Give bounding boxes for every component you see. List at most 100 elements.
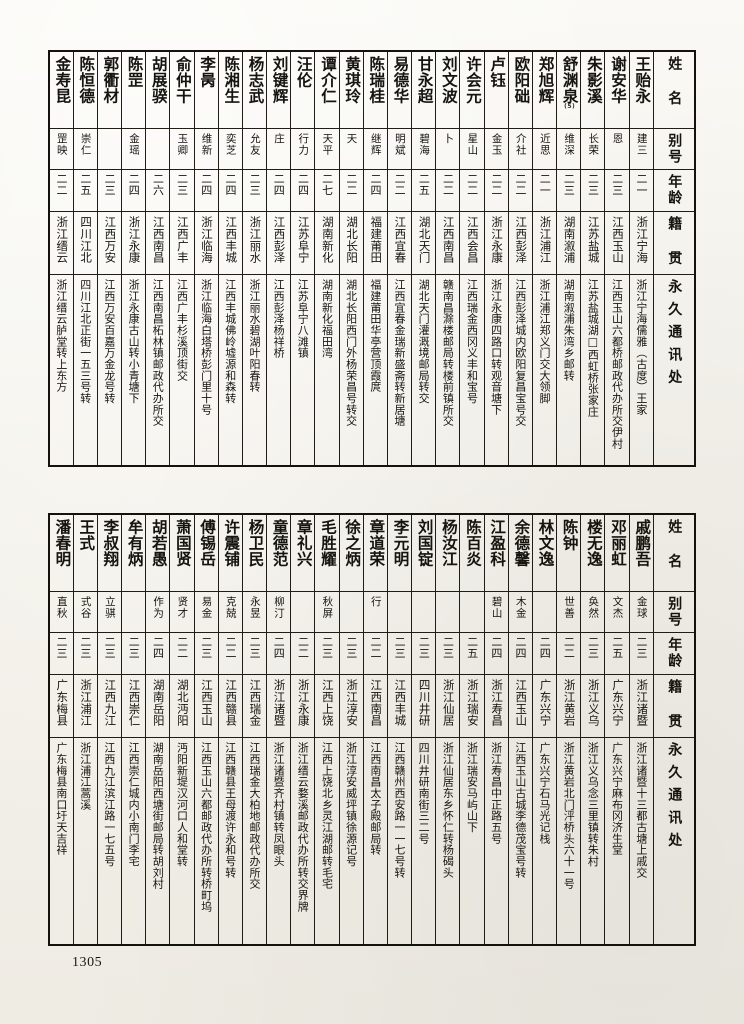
address-text: 浙江仙居东乡怀仁转杨碣头 (441, 741, 455, 878)
age-text: 二三 (78, 636, 92, 660)
cell-origin: 浙江浦江 (72, 673, 98, 738)
age-text: 二三 (199, 636, 213, 660)
name-text: 刘键辉 (270, 56, 289, 104)
cell-age: 二二 (556, 632, 582, 675)
cell-name: 傅锡岳 (193, 513, 219, 592)
cell-alias: 永昱 (241, 590, 268, 634)
cell-age: 二三 (241, 169, 268, 212)
row-alias: 直秋 式谷 立骐 作为 贤才 易金 克兢 永昱 柳汀 秋屏 行 碧山 木金 世善 奂然 文杰 金球 别号 (48, 590, 696, 634)
cell-origin: 江西南昌 (362, 673, 388, 738)
name-text: 汪伦 (294, 56, 313, 88)
cell-age: 二五 (411, 169, 437, 212)
cell-alias: 文杰 (604, 590, 630, 634)
age-text: 二三 (586, 173, 600, 197)
age-text: 二三 (417, 636, 431, 660)
alias-text: 庄 (273, 133, 286, 145)
cell-alias: 金玉 (483, 127, 509, 171)
cell-alias: 天 (338, 127, 364, 171)
age-text: 二三 (55, 636, 68, 660)
page-number: 1305 (72, 955, 103, 970)
age-text: 二二 (175, 636, 189, 660)
cell-name: 甘永超 (411, 50, 437, 129)
address-text: 浙江义乌念三里镇转朱村 (586, 741, 600, 867)
cell-alias: 奂然 (580, 590, 606, 634)
name-text: 陈湘生 (222, 56, 241, 104)
cell-origin: 浙江黄岩 (556, 673, 582, 738)
cell-origin: 江西丰城 (386, 673, 413, 738)
cell-age: 二三 (580, 169, 606, 212)
name-text: 萧国贤 (173, 519, 192, 567)
alias-text: 金玉 (490, 133, 503, 156)
cell-alias: 秋屏 (314, 590, 340, 634)
cell-name: 徐之炳 (338, 513, 364, 592)
cell-name: 胡若愚 (145, 513, 171, 592)
field-label-name: 姓 名 (653, 50, 696, 129)
origin-text: 浙江丽水 (248, 215, 263, 264)
name-text: 牟有炳 (125, 519, 144, 567)
age-text: 二四 (538, 636, 552, 660)
address-text: 江西南昌太子殿邮局转 (368, 741, 382, 856)
cell-address: 江西万安百嘉万金龙号转 (96, 273, 123, 467)
address-text: 浙江宁海儒雅（古度）王家 (634, 278, 648, 415)
address-text: 江西彭泽杨祥桥 (272, 278, 286, 359)
age-text: 二三 (441, 636, 455, 660)
cell-origin: 浙江仙居 (435, 673, 461, 738)
alias-text: 式谷 (79, 596, 92, 619)
cell-alias: 行力 (290, 127, 316, 171)
alias-text: 继辉 (369, 133, 382, 156)
name-text: 毛胜耀 (318, 519, 337, 567)
address-text: 江西南昌柘林镇邮政代办所交 (151, 278, 165, 427)
age-text: 二四 (127, 173, 141, 197)
cell-address: 湖南岳阳西塘街邮局转胡刘村 (145, 736, 171, 946)
origin-text: 浙江瑞安 (465, 678, 480, 727)
cell-origin: 广东兴宁 (604, 673, 630, 738)
origin-text: 浙江宁海 (635, 215, 650, 264)
alias-text: 奂然 (587, 596, 600, 619)
cell-name: 舒渊泉(5) (556, 50, 582, 129)
cell-age: 二四 (362, 169, 388, 212)
cell-address: 湖南新化福田湾 (314, 273, 340, 467)
alias-text: 罡映 (55, 133, 68, 156)
cell-origin: 浙江淳安 (338, 673, 364, 738)
cell-address: 浙江永康古山转小青塘下 (121, 273, 147, 467)
cell-address: 浙江浦江郑义门交大领脚 (531, 273, 558, 467)
origin-text: 湖南新化 (320, 215, 335, 264)
origin-text: 江西会昌 (465, 215, 480, 264)
row-origin: 广东梅县 浙江浦江 江西九江 江西崇仁 湖南岳阳 湖北沔阳 江西玉山 江西赣县 江西瑞金 浙江诸暨… (48, 673, 696, 738)
cell-alias: 式谷 (72, 590, 98, 634)
alias-text: 贤才 (176, 596, 189, 619)
origin-text: 四川江北 (79, 215, 94, 264)
cell-alias: 庄 (266, 127, 292, 171)
cell-origin: 江西彭泽 (507, 210, 533, 275)
cell-address: 浙江黄岩北门泙桥头六十一号 (556, 736, 582, 946)
address-text: 湖南新化福田湾 (320, 278, 334, 359)
cell-alias: 允友 (241, 127, 268, 171)
cell-address: 江西丰城佛岭墟源和森转 (217, 273, 243, 467)
cell-origin: 江西广丰 (169, 210, 195, 275)
cell-origin: 江西玉山 (604, 210, 630, 275)
age-text: 二五 (465, 636, 479, 660)
cell-name: 郭衢材 (96, 50, 123, 129)
age-text: 二二 (562, 636, 576, 660)
cell-alias: 碧山 (483, 590, 509, 634)
cell-address: 浙江浦江蒿溪 (72, 736, 98, 946)
cell-origin: 浙江宁海 (628, 210, 655, 275)
cell-origin: 浙江诸暨 (628, 673, 655, 738)
age-text: 二四 (272, 636, 286, 660)
field-label-text: 永久通讯处 (666, 278, 683, 393)
cell-name: 章道荣 (362, 513, 388, 592)
origin-text: 江西万安 (103, 215, 118, 264)
name-text: 谢安华 (609, 56, 628, 104)
cell-alias: 木金 (507, 590, 533, 634)
cell-name: 萧国贤 (169, 513, 195, 592)
cell-alias (435, 590, 461, 634)
roster-table-bottom-wrapper: 潘春明 王式 李叔翔 牟有炳 胡若愚 萧国贤 傅锡岳 许震铺 杨卫民 童德范 章礼兴 毛胜耀 徐之炳 章道… (48, 513, 696, 946)
address-text: 广东兴宁石马光记栈 (538, 741, 552, 844)
cell-origin: 江西玉山 (193, 673, 219, 738)
age-text: 二二 (393, 173, 407, 197)
cell-age: 二四 (145, 632, 171, 675)
name-text: 刘国锭 (415, 519, 434, 567)
age-text: 二二 (514, 173, 528, 197)
origin-text: 四川井研 (417, 678, 432, 727)
